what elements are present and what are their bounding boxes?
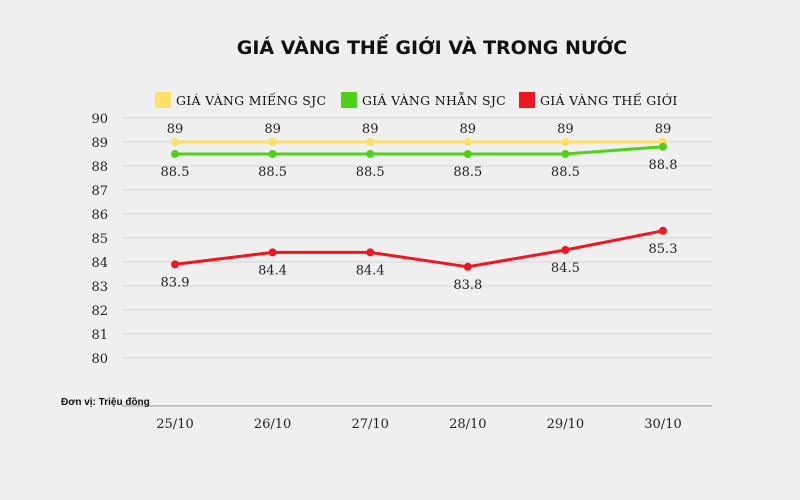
legend-swatch — [155, 92, 171, 108]
y-tick-label: 80 — [91, 352, 108, 367]
data-point — [366, 248, 375, 257]
data-label: 88.5 — [258, 165, 287, 180]
x-tick-label: 29/10 — [547, 417, 584, 432]
legend-label: GIÁ VÀNG NHẪN SJC — [362, 91, 506, 108]
x-tick-label: 25/10 — [156, 417, 193, 432]
data-point — [268, 150, 277, 158]
data-label: 89 — [655, 122, 672, 137]
x-tick-label: 28/10 — [449, 417, 486, 432]
y-tick-label: 85 — [91, 232, 108, 247]
legend-label: GIÁ VÀNG THẾ GIỚI — [540, 91, 678, 108]
series-2: 88.5 88.5 88.5 88.5 88.5 88.8 — [161, 142, 678, 180]
x-axis: 25/10 26/10 27/10 28/10 29/10 30/10 — [156, 417, 681, 432]
series-1: 89 89 89 89 89 89 — [167, 122, 672, 146]
x-tick-label: 27/10 — [351, 417, 388, 432]
y-tick-label: 82 — [91, 304, 108, 319]
data-label: 88.5 — [356, 165, 385, 180]
y-tick-label: 89 — [91, 136, 108, 151]
data-label: 89 — [264, 122, 281, 137]
data-point — [561, 138, 570, 146]
data-label: 89 — [557, 122, 574, 137]
data-point — [561, 150, 570, 158]
data-label: 88.5 — [453, 165, 482, 180]
data-point — [463, 138, 472, 146]
data-point — [171, 260, 179, 269]
data-label: 84.4 — [356, 263, 385, 278]
y-tick-label: 83 — [91, 280, 108, 295]
legend-label: GIÁ VÀNG MIẾNG SJC — [176, 91, 326, 108]
legend: GIÁ VÀNG MIẾNG SJC GIÁ VÀNG NHẪN SJC GIÁ V… — [155, 91, 678, 108]
legend-swatch — [341, 92, 357, 108]
data-label: 88.5 — [161, 165, 190, 180]
legend-swatch — [519, 92, 535, 108]
data-point — [171, 138, 179, 146]
data-point — [463, 262, 472, 271]
data-label: 85.3 — [649, 242, 678, 257]
data-label: 89 — [362, 122, 379, 137]
y-tick-label: 84 — [91, 256, 108, 271]
y-tick-label: 88 — [91, 160, 108, 175]
y-tick-label: 81 — [91, 328, 108, 343]
data-label: 88.8 — [649, 158, 678, 173]
data-point — [366, 150, 375, 158]
x-tick-label: 30/10 — [644, 417, 681, 432]
y-tick-label: 87 — [91, 184, 108, 199]
data-point — [561, 246, 570, 254]
data-label: 89 — [460, 122, 477, 137]
series-line — [174, 229, 664, 269]
data-point — [463, 150, 472, 158]
chart-title: GIÁ VÀNG THẾ GIỚI VÀ TRONG NƯỚC — [237, 33, 628, 59]
series-layer: 89 89 89 89 89 89 88.5 88.5 88.5 88.5 88.5 88.8 83.9… — [161, 122, 678, 293]
y-tick-label: 90 — [91, 112, 108, 127]
data-point — [659, 226, 667, 235]
data-label: 83.9 — [161, 275, 190, 290]
data-label: 83.8 — [453, 278, 482, 293]
gridlines — [122, 117, 712, 407]
series-3: 83.9 84.4 84.4 83.8 84.5 85.3 — [161, 226, 678, 293]
data-label: 88.5 — [551, 165, 580, 180]
data-point — [268, 248, 277, 257]
y-axis: 80 81 82 83 84 85 86 87 88 89 90 — [91, 112, 108, 367]
data-point — [171, 150, 179, 158]
data-point — [268, 138, 277, 146]
data-label: 84.4 — [258, 263, 287, 278]
data-label: 89 — [167, 122, 184, 137]
data-point — [366, 138, 375, 146]
data-label: 84.5 — [551, 261, 580, 276]
data-point — [659, 142, 667, 151]
x-tick-label: 26/10 — [254, 417, 291, 432]
unit-note: Đơn vị: Triệu đồng — [61, 396, 150, 408]
series-line — [175, 145, 664, 156]
y-tick-label: 86 — [91, 208, 108, 223]
